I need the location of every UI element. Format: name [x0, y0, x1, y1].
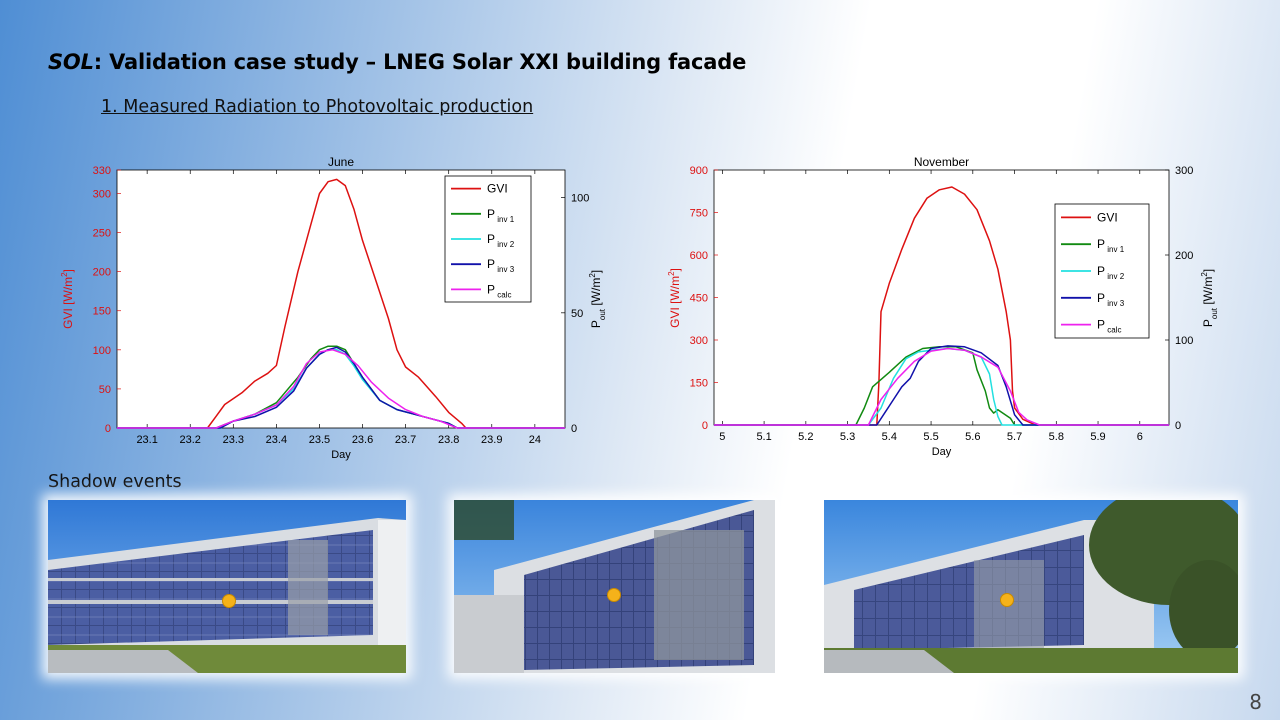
series-line-p-calc — [714, 347, 1169, 426]
y-left-tick-label: 300 — [93, 188, 111, 200]
slide-subtitle: 1. Measured Radiation to Photovoltaic pr… — [101, 97, 534, 117]
legend-label: P calc — [1097, 318, 1121, 335]
x-tick-label: 5.3 — [840, 431, 855, 443]
y-left-tick-label: 150 — [93, 306, 111, 318]
y-left-tick-label: 750 — [690, 208, 708, 220]
title-sol: SOL — [48, 50, 94, 74]
shadow-marker-1 — [222, 594, 236, 608]
x-tick-label: 5.5 — [923, 431, 938, 443]
y-right-tick-label: 200 — [1175, 250, 1193, 262]
y-right-tick-label: 0 — [571, 423, 577, 435]
y-left-tick-label: 250 — [93, 228, 111, 240]
x-tick-label: 23.7 — [395, 434, 416, 446]
x-tick-label: 5 — [719, 431, 725, 443]
x-tick-label: 5.8 — [1049, 431, 1064, 443]
legend-label: P inv 3 — [487, 257, 515, 274]
x-tick-label: 23.9 — [481, 434, 502, 446]
x-tick-label: 23.5 — [309, 434, 330, 446]
legend-label: GVI — [1097, 210, 1118, 224]
legend-label: P inv 2 — [1097, 264, 1125, 281]
x-axis-label: Day — [331, 449, 351, 461]
y-left-tick-label: 300 — [690, 335, 708, 347]
y-left-axis-label: GVI [W/m2] — [60, 269, 75, 329]
x-tick-label: 5.9 — [1090, 431, 1105, 443]
building-photo-2 — [454, 500, 775, 673]
legend-label: GVI — [487, 182, 508, 196]
legend-label: P inv 2 — [487, 232, 515, 249]
y-left-tick-label: 600 — [690, 250, 708, 262]
y-right-tick-label: 50 — [571, 308, 583, 320]
x-tick-label: 23.4 — [266, 434, 287, 446]
x-axis-label: Day — [932, 446, 952, 458]
legend-label: P inv 1 — [487, 207, 515, 224]
y-right-tick-label: 300 — [1175, 165, 1193, 177]
x-tick-label: 24 — [529, 434, 541, 446]
x-tick-label: 5.4 — [882, 431, 897, 443]
y-left-tick-label: 50 — [99, 384, 111, 396]
y-left-axis-label: GVI [W/m2] — [667, 268, 682, 328]
legend-label: P inv 3 — [1097, 291, 1125, 308]
legend-label: P inv 1 — [1097, 237, 1125, 254]
x-tick-label: 6 — [1137, 431, 1143, 443]
building-photo-1 — [48, 500, 406, 673]
building-photo-3 — [824, 500, 1238, 673]
shadow-marker-3 — [1000, 593, 1014, 607]
x-tick-label: 23.2 — [180, 434, 201, 446]
x-tick-label: 5.6 — [965, 431, 980, 443]
y-right-axis-label: Pout [W/m2] — [588, 270, 607, 328]
x-tick-label: 5.2 — [798, 431, 813, 443]
shadow-marker-2 — [607, 588, 621, 602]
y-left-tick-label: 150 — [690, 378, 708, 390]
x-tick-label: 23.1 — [136, 434, 157, 446]
y-left-tick-label: 330 — [93, 165, 111, 177]
y-left-tick-label: 450 — [690, 293, 708, 305]
title-rest: : Validation case study – LNEG Solar XXI… — [93, 50, 747, 74]
chart-title: November — [914, 155, 969, 169]
page-number: 8 — [1249, 690, 1262, 714]
x-tick-label: 5.7 — [1007, 431, 1022, 443]
y-right-tick-label: 0 — [1175, 420, 1181, 432]
series-line-p-calc — [117, 348, 565, 429]
x-tick-label: 23.8 — [438, 434, 459, 446]
y-right-tick-label: 100 — [571, 193, 589, 205]
x-tick-label: 23.3 — [223, 434, 244, 446]
y-left-tick-label: 100 — [93, 345, 111, 357]
y-left-tick-label: 900 — [690, 165, 708, 177]
series-line-gvi — [714, 186, 1169, 426]
series-line-gvi — [117, 178, 565, 429]
y-right-tick-label: 100 — [1175, 335, 1193, 347]
legend-label: P calc — [487, 282, 511, 299]
y-left-tick-label: 200 — [93, 267, 111, 279]
shadow-events-heading: Shadow events — [48, 472, 182, 492]
x-tick-label: 5.1 — [756, 431, 771, 443]
chart-title: June — [328, 155, 354, 169]
slide-title: SOL: Validation case study – LNEG Solar … — [48, 50, 746, 74]
series-line-p-inv-3 — [714, 345, 1169, 426]
y-right-axis-label: Pout [W/m2] — [1200, 269, 1219, 327]
x-tick-label: 23.6 — [352, 434, 373, 446]
y-left-tick-label: 0 — [702, 420, 708, 432]
y-left-tick-label: 0 — [105, 423, 111, 435]
